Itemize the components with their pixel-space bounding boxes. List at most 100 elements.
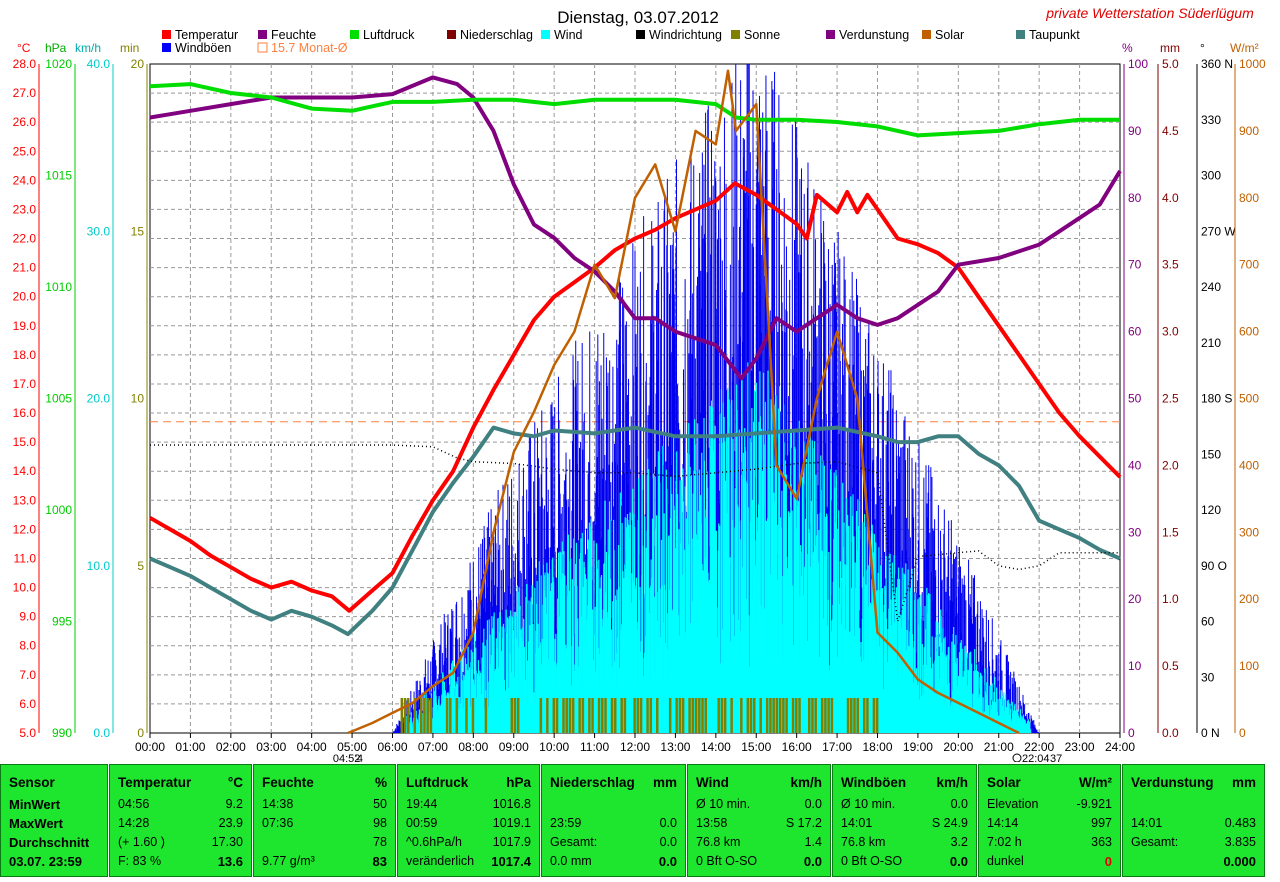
gust-avg-value: 0.0	[950, 797, 968, 811]
axis-tick: 2.5	[1162, 392, 1179, 406]
legend-swatch	[257, 42, 268, 53]
legend-label: Taupunkt	[1029, 28, 1080, 42]
sunshine-bar	[471, 698, 475, 733]
rain-current-note: 0.0 mm	[550, 854, 592, 868]
axis-tick: 900	[1239, 124, 1259, 138]
sunshine-bar	[678, 698, 682, 733]
gust-avg-label: Ø 10 min.	[841, 797, 896, 811]
panel-humidity: Feuchte% 14:38 50 07:36 98 78 9.77 g/m³ 83	[253, 764, 396, 877]
axis-tick: 800	[1239, 191, 1259, 205]
axis-tick: 1015	[45, 169, 72, 183]
temp-current-value: 13.6	[217, 854, 243, 869]
sunshine-bar	[649, 698, 653, 733]
axis-tick: 5.0	[19, 726, 36, 740]
axis-tick: 3.5	[1162, 258, 1179, 272]
solar-state: dunkel	[987, 854, 1024, 868]
sunshine-bar	[820, 698, 824, 733]
sunshine-bar	[853, 698, 856, 733]
axis-tick: 60	[1201, 615, 1215, 629]
row-min-label: MinWert	[9, 797, 61, 812]
axis-tick: 9.0	[19, 610, 36, 624]
axis-tick: 40	[1128, 458, 1142, 472]
sunshine-bar	[407, 698, 410, 733]
sunshine-bar	[824, 698, 827, 733]
axis-tick: 7.0	[19, 668, 36, 682]
axis-tick: 16.0	[13, 406, 37, 420]
axis-tick: 150	[1201, 447, 1221, 461]
row-avg-label: Durchschnitt	[9, 835, 90, 850]
x-tick-label: 02:00	[216, 740, 246, 754]
hdr-solar-unit: W/m²	[1079, 775, 1112, 790]
legend-swatch	[162, 30, 171, 39]
sunshine-bar	[571, 698, 575, 733]
axis-unit: °	[1200, 41, 1205, 55]
wind-avg-label: Ø 10 min.	[696, 797, 751, 811]
legend-swatch	[258, 30, 267, 39]
hdr-evaporation: Verdunstung	[1131, 775, 1214, 790]
moon-icon	[1012, 753, 1022, 762]
axis-tick: 2.0	[1162, 458, 1179, 472]
sunshine-bar	[827, 698, 830, 733]
axis-tick: 1010	[45, 280, 72, 294]
sunshine-bar	[668, 698, 672, 733]
hdr-wind: Wind	[696, 775, 729, 790]
sunrise-suffix: '4	[355, 753, 363, 762]
panel-evaporation: Verdunstung mm 14:01 0.483 Gesamt: 3.835 0.…	[1122, 764, 1265, 877]
axis-tick: 4.5	[1162, 124, 1179, 138]
sunshine-bar	[484, 698, 488, 733]
gust-mean-value: 3.2	[950, 835, 968, 849]
legend-swatch	[826, 30, 835, 39]
sunshine-bar	[465, 698, 468, 733]
axis-tick: 210	[1201, 336, 1221, 350]
sunshine-bar	[759, 698, 762, 733]
x-tick-label: 05:00	[337, 740, 367, 754]
axis-tick: 270 W	[1201, 224, 1236, 238]
axis-tick: 200	[1239, 592, 1259, 606]
x-tick-label: 04:00	[297, 740, 327, 754]
axis-tick: 20.0	[87, 392, 111, 406]
x-tick-label: 13:00	[660, 740, 690, 754]
sunshine-bar	[698, 698, 701, 733]
sunshine-bar	[445, 698, 449, 733]
sunshine-bar	[704, 698, 708, 733]
sunrise-label: 04:52	[333, 753, 361, 762]
sunshine-bar	[613, 698, 617, 733]
hdr-temperature-unit: °C	[227, 775, 243, 790]
sunshine-bar	[610, 698, 614, 733]
axis-tick: 180 S	[1201, 392, 1232, 406]
sunshine-bar	[604, 698, 607, 733]
solar-avg-value: 363	[1091, 835, 1112, 849]
hdr-humidity-unit: %	[374, 775, 387, 790]
y-axes: 28.0 27.0 26.0 25.0 24.0 23.0 22.0 21.0 20.0 19.0…	[13, 57, 1266, 740]
panel-wind: Wind km/h Ø 10 min. 0.0 13:58 S 17.2 76.8 k…	[687, 764, 831, 877]
axis-unit: km/h	[75, 41, 101, 55]
hdr-pressure-unit: hPa	[506, 775, 531, 790]
legend-label: 15.7 Monat-Ø	[271, 41, 348, 55]
x-tick-label: 23:00	[1065, 740, 1095, 754]
sunshine-bar	[426, 698, 429, 733]
row-current-label: 03.07. 23:59	[9, 854, 83, 869]
axis-unit: W/m²	[1230, 41, 1259, 55]
legend-label: Windböen	[175, 41, 231, 55]
x-tick-label: 03:00	[256, 740, 286, 754]
stats-table: Sensor MinWert MaxWert Durchschnitt 03.0…	[0, 762, 1280, 882]
sunshine-bar	[746, 698, 750, 733]
solar-elev-label: Elevation	[987, 797, 1039, 811]
axis-tick: 20	[1128, 592, 1142, 606]
x-tick-label: 21:00	[984, 740, 1014, 754]
sunshine-bar	[807, 698, 811, 733]
gust-max-value: S 24.9	[931, 816, 968, 830]
sunshine-bar	[782, 698, 785, 733]
sunshine-bar	[562, 698, 565, 733]
solar-max-time: 14:14	[987, 816, 1019, 830]
sunshine-bar	[623, 698, 627, 733]
axis-tick: 120	[1201, 503, 1221, 517]
axis-tick: 90	[1128, 124, 1142, 138]
legend-label: Feuchte	[271, 28, 316, 42]
sunshine-bar	[749, 698, 753, 733]
legend-label: Niederschlag	[460, 28, 533, 42]
series-temperatur	[149, 181, 1122, 613]
axis-tick: 15.0	[13, 435, 37, 449]
sunshine-bar	[639, 698, 643, 733]
x-tick-label: 14:00	[701, 740, 731, 754]
